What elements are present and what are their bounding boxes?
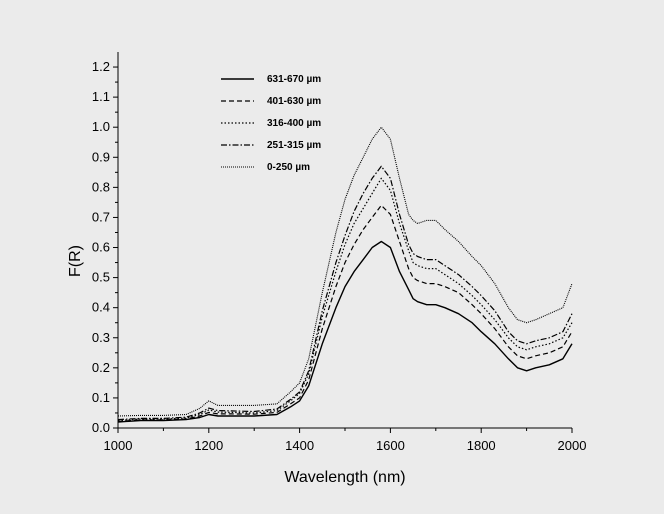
y-tick-label: 0.0 xyxy=(92,420,110,435)
x-tick-label: 1800 xyxy=(467,438,496,453)
x-tick-label: 1000 xyxy=(104,438,133,453)
legend-label-2: 316-400 µm xyxy=(267,118,321,129)
axes: 1000 1200 1400 1600 1800 2000 0.0 0.1 0.2 0.3 0.4 0… xyxy=(92,52,587,453)
y-tick-label: 0.7 xyxy=(92,209,110,224)
y-tick-label: 0.8 xyxy=(92,179,110,194)
legend-label-4: 0-250 µm xyxy=(267,162,310,173)
x-tick-label: 1200 xyxy=(194,438,223,453)
series-line-2 xyxy=(117,177,573,422)
y-tick-label: 1.2 xyxy=(92,59,110,74)
legend-label-1: 401-630 µm xyxy=(267,96,321,107)
y-axis-title: F(R) xyxy=(67,245,84,277)
x-tick-label: 1600 xyxy=(376,438,405,453)
y-tick-label: 1.1 xyxy=(92,89,110,104)
y-tick-label: 0.1 xyxy=(92,390,110,405)
x-axis-title: Wavelength (nm) xyxy=(284,469,405,486)
y-tick-label: 0.5 xyxy=(92,270,110,285)
series-layer xyxy=(117,126,573,423)
x-tick-label: 2000 xyxy=(558,438,587,453)
legend-label-3: 251-315 µm xyxy=(267,140,321,151)
y-tick-label: 0.4 xyxy=(92,300,110,315)
y-tick-label: 0.3 xyxy=(92,330,110,345)
series-line-0 xyxy=(117,240,573,423)
y-tick-label: 0.6 xyxy=(92,240,110,255)
series-line-4 xyxy=(117,126,573,417)
series-line-3 xyxy=(117,165,573,421)
y-tick-label: 0.2 xyxy=(92,360,110,375)
legend-label-0: 631-670 µm xyxy=(267,74,321,85)
x-tick-label: 1400 xyxy=(285,438,314,453)
series-line-1 xyxy=(117,204,573,422)
y-tick-label: 1.0 xyxy=(92,119,110,134)
legend: 631-670 µm 401-630 µm 316-400 µm 251-315 µm… xyxy=(221,74,321,173)
y-tick-label: 0.9 xyxy=(92,149,110,164)
